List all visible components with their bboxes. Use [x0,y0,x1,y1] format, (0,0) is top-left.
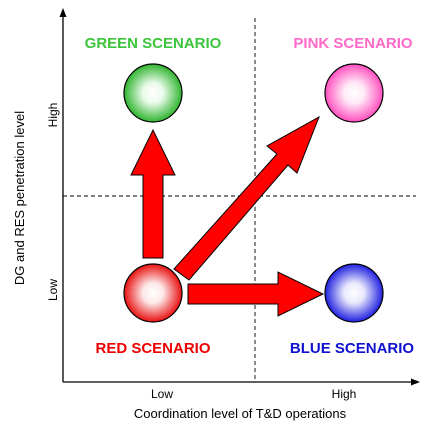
green-scenario-ball [123,63,183,123]
green-scenario-title: GREEN SCENARIO [85,35,222,52]
y-axis-title: DG and RES penetration level [12,111,27,285]
blue-scenario-title: BLUE SCENARIO [290,340,415,357]
arrow-red-to-pink-icon [173,115,320,281]
x-axis-arrowhead-icon [411,378,420,386]
y-axis-arrowhead-icon [59,8,67,17]
y-tick-low: Low [46,279,60,301]
pink-scenario-title: PINK SCENARIO [293,35,413,52]
arrow-red-to-green-icon [130,128,176,259]
blue-scenario-ball [324,263,384,323]
red-scenario-ball [123,263,183,323]
pink-scenario-ball [324,63,384,123]
x-tick-high: High [332,387,357,401]
red-scenario-title: RED SCENARIO [95,340,210,357]
x-axis-title: Coordination level of T&D operations [134,406,347,421]
arrow-red-to-blue-icon [187,271,325,317]
y-tick-high: High [46,103,60,128]
x-tick-low: Low [151,387,173,401]
